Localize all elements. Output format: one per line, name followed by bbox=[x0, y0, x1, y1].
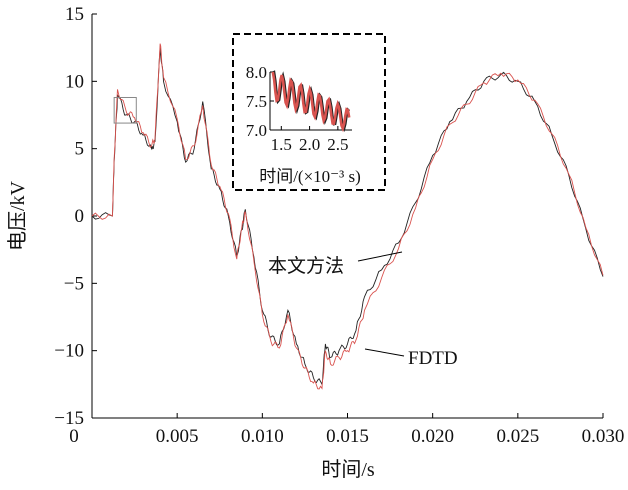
y-tick-label: 0 bbox=[75, 206, 85, 227]
inset-y-tick-group: 8.0 7.5 7.0 bbox=[246, 63, 274, 140]
inset-y-tick-label: 7.0 bbox=[246, 121, 267, 140]
zoom-region-marker bbox=[113, 96, 137, 124]
y-tick-label: 10 bbox=[65, 71, 84, 92]
inset-frame bbox=[232, 33, 386, 191]
fdtd-annotation: FDTD bbox=[408, 348, 458, 369]
series-layer bbox=[91, 43, 604, 390]
x-tick-label: 0.010 bbox=[241, 426, 284, 447]
fdtd-leader-line bbox=[364, 348, 405, 357]
y-tick-label: −5 bbox=[64, 273, 84, 294]
y-tick-label: −15 bbox=[54, 408, 84, 429]
inset: 8.0 7.5 7.0 1.5 2.0 2.5 时间/(×10⁻³ s) bbox=[232, 33, 386, 191]
x-tick-label: 0.030 bbox=[582, 426, 625, 447]
y-tick-label: 15 bbox=[65, 4, 84, 25]
y-tick-label: −10 bbox=[54, 341, 84, 362]
y-tick-label: 5 bbox=[75, 139, 85, 160]
x-tick-label: 0.020 bbox=[411, 426, 454, 447]
y-tick-group: 15 10 5 0 −5 −10 −15 bbox=[54, 4, 97, 429]
inset-series-line bbox=[271, 71, 351, 133]
x-axis-title: 时间/s bbox=[321, 458, 375, 481]
series-line bbox=[91, 43, 604, 390]
inset-y-tick-label: 8.0 bbox=[246, 63, 267, 82]
inset-x-tick-label: 2.5 bbox=[327, 135, 348, 154]
x-tick-label: 0.015 bbox=[326, 426, 369, 447]
method-annotation: 本文方法 bbox=[268, 255, 344, 277]
inset-x-axis-title: 时间/(×10⁻³ s) bbox=[259, 167, 361, 186]
y-axis-title: 电压/kV bbox=[6, 180, 29, 251]
x-tick-label: 0.025 bbox=[496, 426, 539, 447]
method-leader-line bbox=[357, 251, 403, 262]
x-tick-group: 0 0.005 0.010 0.015 0.020 0.025 0.030 bbox=[69, 413, 624, 447]
x-tick-label: 0.005 bbox=[156, 426, 199, 447]
inset-y-tick-label: 7.5 bbox=[246, 92, 267, 111]
x-tick-label: 0 bbox=[69, 426, 79, 447]
inset-x-tick-label: 1.5 bbox=[271, 135, 292, 154]
inset-x-tick-label: 2.0 bbox=[299, 135, 320, 154]
inset-series-layer bbox=[271, 70, 351, 133]
inset-x-tick-group: 1.5 2.0 2.5 bbox=[271, 126, 348, 154]
